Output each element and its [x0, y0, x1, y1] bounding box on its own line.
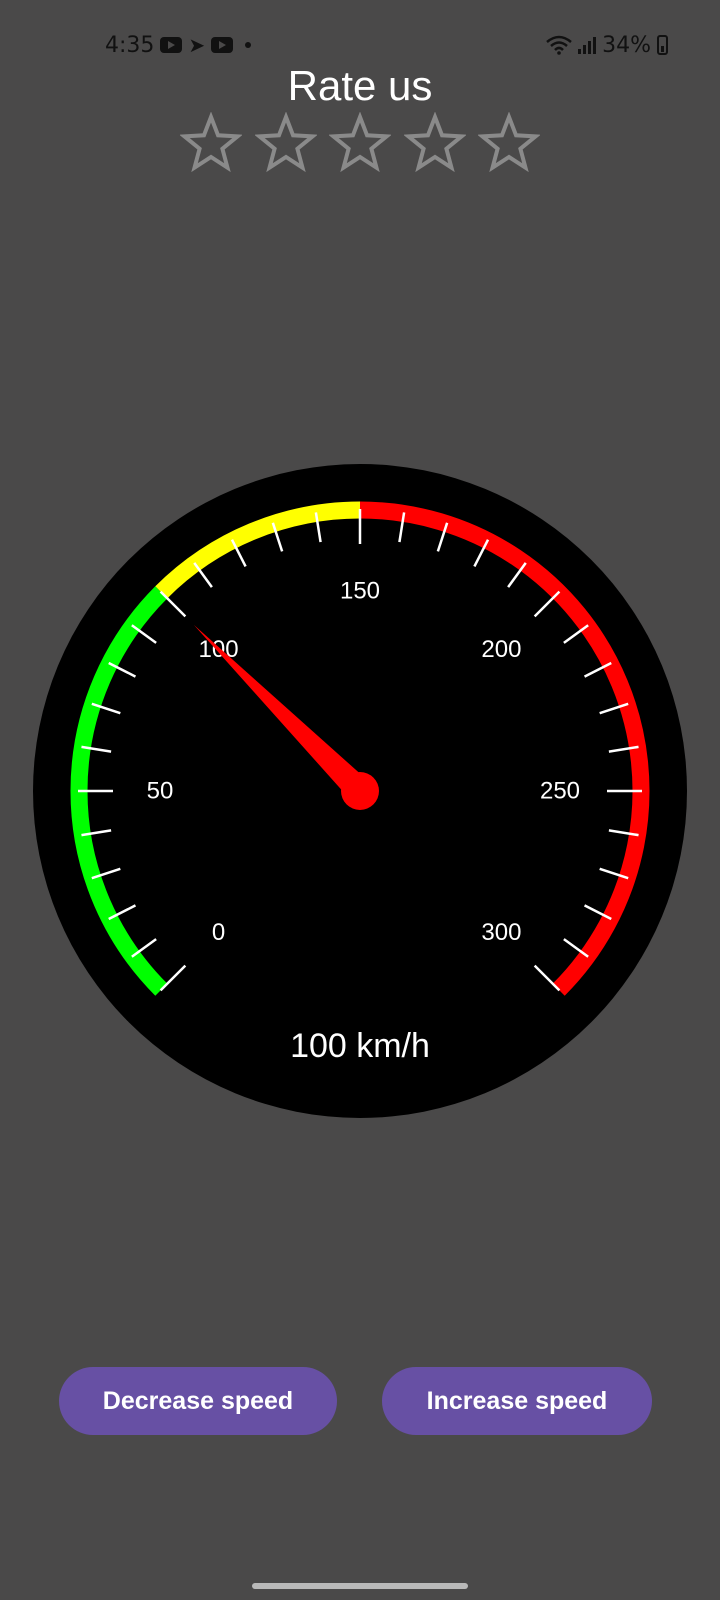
dot-icon [245, 42, 252, 48]
rate-title: Rate us [287, 62, 433, 109]
star-5-icon[interactable] [478, 112, 540, 174]
status-right: 34% [546, 30, 668, 60]
tick-230 [599, 702, 629, 715]
tick-140 [314, 512, 322, 543]
tick-70 [91, 702, 121, 715]
tick-110 [193, 562, 213, 588]
tick-300 [533, 964, 561, 992]
tick-180 [473, 539, 490, 568]
youtube-icon [211, 37, 234, 53]
youtube-icon [160, 37, 183, 53]
tick-200 [533, 590, 561, 618]
tick-220 [583, 661, 612, 678]
telegram-icon: ➤ [188, 33, 206, 57]
tick-160 [398, 512, 406, 543]
tick-label-150: 150 [340, 578, 380, 605]
star-2-icon[interactable] [254, 112, 317, 174]
tick-80 [108, 661, 137, 678]
tick-0 [159, 964, 187, 992]
status-bar: 4:35 ➤ 34% [0, 0, 720, 80]
battery-percent: 34% [602, 32, 651, 58]
increase-speed-button[interactable]: Increase speed [382, 1367, 652, 1435]
tick-60 [81, 745, 112, 753]
tick-40 [81, 829, 112, 837]
tick-130 [271, 522, 284, 552]
status-time: 4:35 [105, 32, 155, 58]
tick-280 [583, 904, 612, 921]
tick-90 [131, 624, 157, 644]
wifi-icon [546, 35, 572, 55]
tick-190 [507, 562, 527, 588]
tick-label-50: 50 [147, 778, 174, 805]
signal-icon [578, 36, 597, 54]
speed-readout: 100 km/h [290, 1027, 430, 1065]
tick-label-0: 0 [212, 919, 225, 946]
status-left: 4:35 ➤ [105, 30, 252, 60]
zone-arc-2 [155, 501, 361, 599]
zone-arc-3 [359, 501, 650, 996]
decrease-speed-button[interactable]: Decrease speed [59, 1367, 337, 1435]
tick-240 [608, 745, 639, 753]
tick-270 [599, 867, 629, 880]
tick-120 [230, 539, 247, 568]
star-rating [180, 112, 540, 174]
tick-20 [108, 904, 137, 921]
tick-170 [436, 522, 449, 552]
star-1-icon[interactable] [180, 112, 242, 174]
speedometer-dial: 050100150200250300100 km/h [33, 464, 687, 1118]
tick-label-250: 250 [540, 778, 580, 805]
battery-icon [657, 35, 668, 55]
star-3-icon[interactable] [329, 112, 391, 174]
tick-100 [159, 590, 187, 618]
tick-290 [563, 938, 589, 958]
tick-10 [131, 938, 157, 958]
tick-260 [608, 829, 639, 837]
tick-210 [563, 624, 589, 644]
navigation-handle[interactable] [252, 1583, 468, 1589]
needle [193, 624, 370, 801]
star-4-icon[interactable] [403, 112, 466, 174]
speedometer: 050100150200250300100 km/h [33, 464, 687, 1118]
tick-label-200: 200 [481, 636, 521, 663]
needle-hub [341, 772, 379, 810]
tick-label-300: 300 [481, 919, 521, 946]
tick-30 [91, 867, 121, 880]
